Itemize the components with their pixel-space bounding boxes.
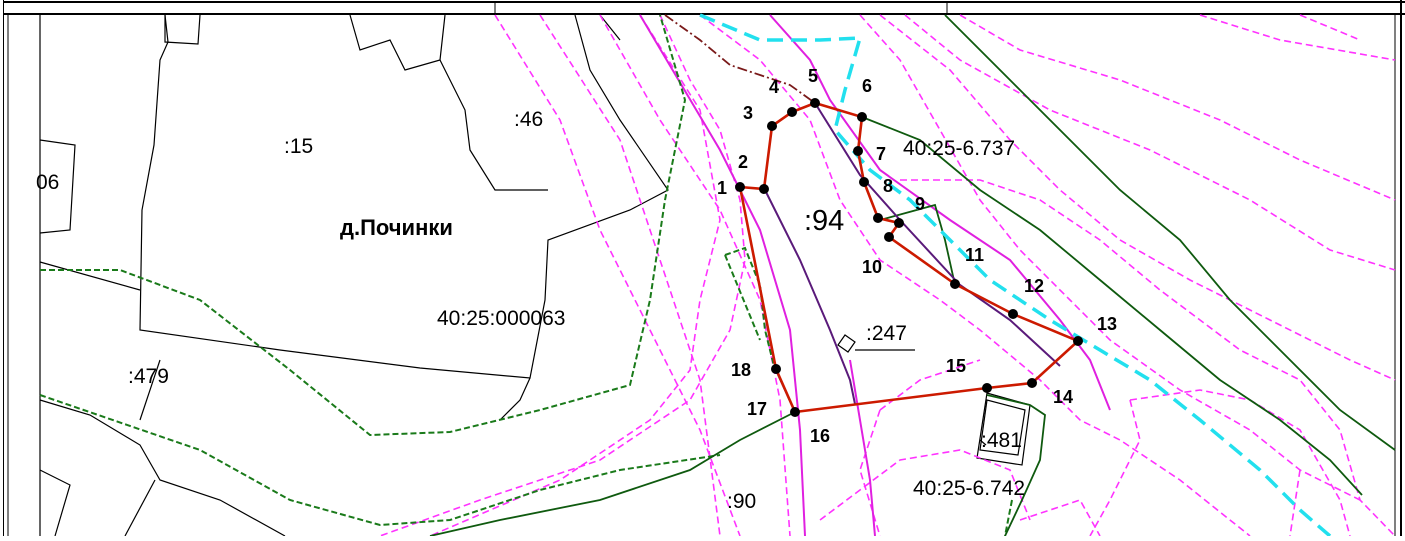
left-edge-mask (0, 0, 3, 536)
parcel-label-46: :46 (514, 108, 543, 131)
vertex-dot (771, 364, 781, 374)
parcel-label-06: 06 (36, 171, 59, 194)
vertex-dot (859, 177, 869, 187)
point-label-11: 11 (965, 245, 984, 265)
vertex-dot (884, 232, 894, 242)
point-label-14: 14 (1053, 387, 1073, 407)
boundary-vertices (735, 98, 1083, 417)
point-labels: 1 2 3 4 5 6 7 8 9 10 11 12 13 14 15 16 1… (717, 66, 1117, 446)
parcel-label-479: :479 (128, 365, 169, 388)
point-label-1: 1 (717, 178, 727, 198)
point-label-10: 10 (862, 257, 882, 277)
settlement-label: д.Починки (340, 215, 453, 240)
point-label-8: 8 (883, 176, 893, 196)
vertex-dot (853, 146, 863, 156)
cadastral-ref-737: 40:25-6.737 (903, 137, 1015, 160)
vertex-dot (767, 121, 777, 131)
vertex-dot (1027, 378, 1037, 388)
vertex-dot (790, 407, 800, 417)
vertex-dot (873, 213, 883, 223)
green-dashed-boundaries (39, 14, 1013, 537)
point-label-16: 16 (810, 426, 830, 446)
point-label-9: 9 (915, 194, 925, 214)
point-label-5: 5 (808, 66, 818, 86)
green-solid-boundaries (429, 14, 1396, 537)
cadastral-ref-742: 40:25-6.742 (913, 477, 1025, 500)
vertex-dot (759, 184, 769, 194)
parcel-label-15: :15 (284, 135, 313, 158)
point-label-17: 17 (747, 399, 767, 419)
parcel-label-247: :247 (866, 322, 907, 345)
vertex-dot (894, 218, 904, 228)
vertex-dot (1008, 309, 1018, 319)
parcel-label-481: :481 (981, 429, 1022, 452)
main-parcel-label: :94 (804, 205, 844, 237)
point-label-3: 3 (743, 103, 753, 123)
vertex-dot (950, 279, 960, 289)
vertex-dot (982, 383, 992, 393)
vertex-dot (735, 182, 745, 192)
block-number-label: 40:25:000063 (437, 307, 565, 330)
map-labels: д.Починки 40:25:000063 :94 :15 :46 :479 … (36, 108, 1025, 513)
point-label-2: 2 (738, 152, 748, 172)
magenta-solid-lines (639, 14, 1111, 537)
point-label-12: 12 (1024, 276, 1044, 296)
point-label-7: 7 (876, 144, 886, 164)
point-label-13: 13 (1097, 314, 1117, 334)
cyan-dashed-line (699, 13, 1332, 538)
vertex-dot (810, 98, 820, 108)
point-label-4: 4 (769, 77, 779, 97)
vertex-dot (787, 107, 797, 117)
point-label-15: 15 (946, 356, 966, 376)
point-label-18: 18 (731, 360, 751, 380)
vertex-dot (1073, 336, 1083, 346)
magenta-dashed-zones (379, 14, 1396, 537)
parcel-label-90: :90 (727, 490, 756, 513)
vertex-dot (857, 112, 867, 122)
point-label-6: 6 (862, 76, 872, 96)
